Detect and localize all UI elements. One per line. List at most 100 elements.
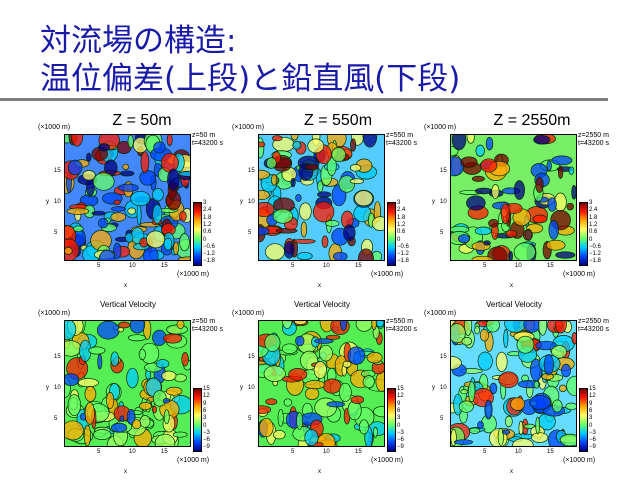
- column-header-z2550: Z = 2550m: [493, 112, 571, 129]
- y-tick-label: 5: [54, 416, 58, 422]
- panel-time-info: t=43200 s: [386, 326, 417, 333]
- colorbar-tick-label: 6: [397, 407, 401, 414]
- colorbar-tick-label: 9: [589, 400, 593, 407]
- colorbar-tick-label: 0: [397, 236, 401, 243]
- x-axis-label: x: [510, 469, 513, 475]
- vertical-velocity-title: Vertical Velocity: [294, 300, 351, 309]
- x-tick-label: 10: [323, 263, 330, 269]
- x-axis-label: x: [124, 469, 127, 475]
- y-tick-label: 15: [440, 354, 447, 360]
- colorbar-tick-label: −3: [397, 429, 404, 436]
- colorbar-tick-label: 1.2: [589, 221, 598, 228]
- field-contour-map: [65, 135, 190, 260]
- colorbar-tick-label: 0: [203, 422, 207, 429]
- colorbar-tick-label: 0: [589, 422, 593, 429]
- colorbar-tick-label: 15: [397, 386, 404, 392]
- colorbar-tick-label: 3: [203, 415, 207, 422]
- y-axis-label: y: [240, 199, 243, 205]
- colorbar-tick-label: −1.2: [397, 251, 409, 258]
- colorbar-tick-label: −3: [589, 429, 596, 436]
- x-tick-label: 5: [483, 449, 487, 455]
- colorbar-tick-label: 2.4: [589, 207, 598, 214]
- vertical-velocity-title: Vertical Velocity: [100, 300, 157, 309]
- colorbar-tick-label: 1.8: [397, 214, 406, 221]
- y-axis-label: y: [432, 385, 435, 391]
- field-contour-map: [65, 321, 190, 446]
- colorbar: [579, 202, 588, 266]
- y-tick-label: 5: [248, 230, 252, 236]
- panel-z-info: z=2550 m: [578, 318, 609, 325]
- colorbar-tick-label: 3: [589, 415, 593, 422]
- colorbar-tick-label: 2.4: [203, 207, 212, 214]
- temperature-panel-1: [64, 134, 191, 261]
- x-tick-label: 15: [547, 449, 554, 455]
- y-tick-label: 5: [440, 416, 444, 422]
- colorbar-tick-label: −1.8: [589, 258, 601, 265]
- panel-time-info: t=43200 s: [192, 326, 223, 333]
- y-tick-label: 5: [440, 230, 444, 236]
- y-axis-label: y: [432, 199, 435, 205]
- colorbar-tick-label: 1.8: [203, 214, 212, 221]
- colorbar-tick-label: −3: [203, 429, 210, 436]
- colorbar-tick-label: 3: [397, 415, 401, 422]
- field-contour-map: [451, 321, 576, 446]
- temperature-panel-2: [258, 134, 385, 261]
- x-tick-label: 5: [97, 263, 101, 269]
- x-scale-label: (×1000 m): [177, 457, 210, 464]
- panel-z-info: z=550 m: [386, 318, 414, 325]
- x-scale-label: (×1000 m): [563, 457, 596, 464]
- colorbar-tick-label: 15: [589, 386, 596, 392]
- velocity-panel-3: [450, 320, 577, 447]
- panel-time-info: t=43200 s: [386, 140, 417, 147]
- y-tick-label: 10: [440, 385, 447, 391]
- x-tick-label: 10: [515, 263, 522, 269]
- colorbar: [579, 388, 588, 452]
- colorbar-tick-label: 0.6: [589, 229, 598, 236]
- colorbar-tick-label: −6: [589, 437, 596, 444]
- x-axis-label: x: [318, 469, 321, 475]
- colorbar-tick-label: 9: [203, 400, 207, 407]
- x-tick-label: 10: [323, 449, 330, 455]
- field-contour-map: [259, 321, 384, 446]
- y-axis-label: y: [46, 199, 49, 205]
- colorbar-tick-label: 15: [203, 386, 210, 392]
- y-tick-label: 15: [248, 354, 255, 360]
- colorbar-tick-label: 6: [203, 407, 207, 414]
- vertical-velocity-title: Vertical Velocity: [486, 300, 543, 309]
- panel-z-info: z=2550 m: [578, 132, 609, 139]
- colorbar-tick-label: 0: [589, 236, 593, 243]
- x-axis-label: x: [510, 283, 513, 289]
- panel-z-info: z=50 m: [192, 132, 216, 139]
- colorbar: [387, 202, 396, 266]
- x-scale-label: (×1000 m): [177, 271, 210, 278]
- slide-title-line1: 対流場の構造:: [40, 23, 237, 59]
- colorbar: [193, 388, 202, 452]
- colorbar-tick-label: −1.2: [589, 251, 601, 258]
- title-divider: [0, 98, 608, 101]
- y-tick-label: 15: [54, 168, 61, 174]
- colorbar-tick-label: 2.4: [397, 207, 406, 214]
- y-tick-label: 15: [440, 168, 447, 174]
- y-tick-label: 15: [248, 168, 255, 174]
- panel-z-info: z=50 m: [192, 318, 216, 325]
- x-tick-label: 5: [291, 449, 295, 455]
- x-tick-label: 5: [483, 263, 487, 269]
- colorbar-tick-label: 1.2: [203, 221, 212, 228]
- colorbar-tick-label: 12: [397, 393, 404, 400]
- colorbar-tick-label: −9: [203, 444, 210, 451]
- colorbar-tick-label: −6: [203, 437, 210, 444]
- colorbar-tick-label: −0.6: [589, 243, 601, 250]
- colorbar-tick-label: 3: [397, 200, 401, 206]
- panel-time-info: t=43200 s: [578, 140, 609, 147]
- colorbar-tick-label: −0.6: [397, 243, 409, 250]
- x-tick-label: 15: [355, 263, 362, 269]
- panel-time-info: t=43200 s: [192, 140, 223, 147]
- colorbar-tick-label: 1.8: [589, 214, 598, 221]
- axis-scale-label: (×1000 m): [424, 310, 457, 317]
- y-tick-label: 5: [248, 416, 252, 422]
- y-tick-label: 10: [440, 199, 447, 205]
- axis-scale-label: (×1000 m): [38, 310, 71, 317]
- colorbar-tick-label: 3: [589, 200, 593, 206]
- velocity-panel-1: [64, 320, 191, 447]
- x-scale-label: (×1000 m): [563, 271, 596, 278]
